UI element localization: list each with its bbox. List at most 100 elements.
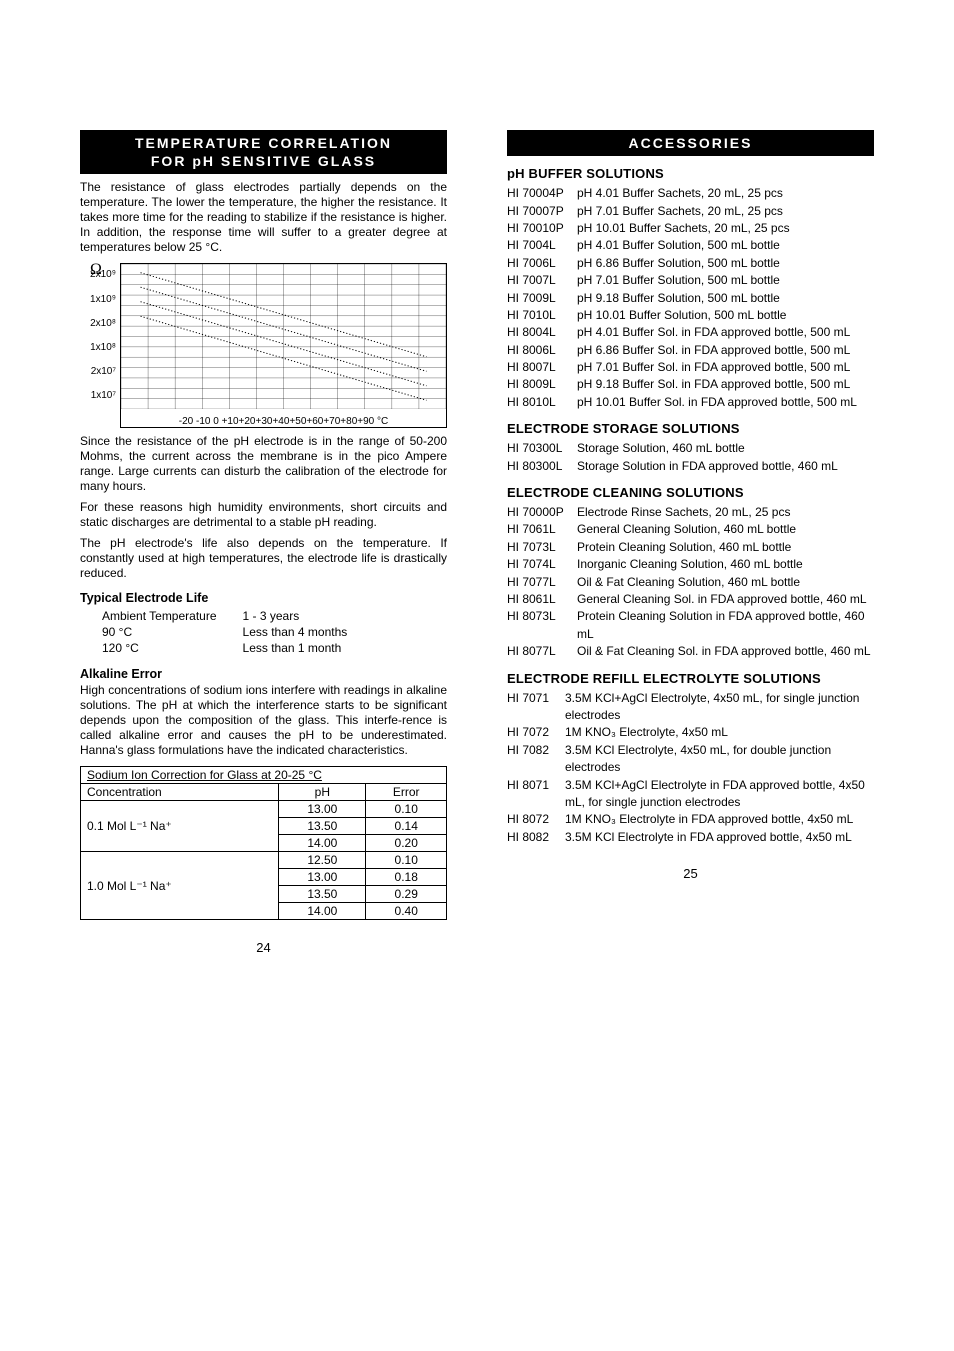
item-description: pH 10.01 Buffer Solution, 500 mL bottle — [577, 307, 874, 324]
storage-solutions-list: HI 70300LStorage Solution, 460 mL bottle… — [507, 440, 874, 475]
accessory-item: HI 7061LGeneral Cleaning Solution, 460 m… — [507, 521, 874, 538]
ion-col-concentration: Concentration — [81, 784, 279, 801]
item-code: HI 70004P — [507, 185, 577, 202]
resistance-chart-wrapper: Ω 2x10⁹ 1x10⁹ 2x10⁸ 1x10⁸ 2x10⁷ 1x10⁷ -2… — [120, 263, 447, 428]
refill-solutions-list: HI 70713.5M KCl+AgCl Electrolyte, 4x50 m… — [507, 690, 874, 847]
accessory-item: HI 70007PpH 7.01 Buffer Sachets, 20 mL, … — [507, 203, 874, 220]
item-description: pH 4.01 Buffer Sol. in FDA approved bott… — [577, 324, 874, 341]
item-description: Electrode Rinse Sachets, 20 mL, 25 pcs — [577, 504, 874, 521]
ion-table-title: Sodium Ion Correction for Glass at 20-25… — [81, 767, 447, 784]
accessory-item: HI 80823.5M KCl Electrolyte in FDA appro… — [507, 829, 874, 846]
accessory-item: HI 70823.5M KCl Electrolyte, 4x50 mL, fo… — [507, 742, 874, 777]
item-code: HI 7072 — [507, 724, 565, 741]
ion-header-row: Concentration pH Error — [81, 784, 447, 801]
item-description: pH 10.01 Buffer Sachets, 20 mL, 25 pcs — [577, 220, 874, 237]
item-description: 3.5M KCl+AgCl Electrolyte in FDA approve… — [565, 777, 874, 812]
right-page-number: 25 — [507, 866, 874, 881]
accessory-item: HI 80300LStorage Solution in FDA approve… — [507, 458, 874, 475]
item-description: Oil & Fat Cleaning Solution, 460 mL bott… — [577, 574, 874, 591]
accessory-item: HI 8010LpH 10.01 Buffer Sol. in FDA appr… — [507, 394, 874, 411]
item-code: HI 7077L — [507, 574, 577, 591]
life-val: Less than 4 months — [243, 625, 372, 639]
life-val: Less than 1 month — [243, 641, 372, 655]
item-code: HI 7010L — [507, 307, 577, 324]
life-row: Ambient Temperature 1 - 3 years — [102, 609, 371, 623]
accessory-item: HI 70713.5M KCl+AgCl Electrolyte, 4x50 m… — [507, 690, 874, 725]
item-description: 3.5M KCl Electrolyte, 4x50 mL, for doubl… — [565, 742, 874, 777]
buffer-solutions-heading: pH BUFFER SOLUTIONS — [507, 166, 874, 181]
alkaline-paragraph: High concentrations of sodium ions inter… — [80, 683, 447, 758]
item-description: pH 6.86 Buffer Sol. in FDA approved bott… — [577, 342, 874, 359]
item-description: pH 6.86 Buffer Solution, 500 mL bottle — [577, 255, 874, 272]
item-description: 1M KNO₃ Electrolyte, 4x50 mL — [565, 724, 874, 741]
ion-err: 0.29 — [366, 886, 447, 903]
ylabel: 1x10⁹ — [80, 295, 116, 305]
item-code: HI 8061L — [507, 591, 577, 608]
item-code: HI 7061L — [507, 521, 577, 538]
item-code: HI 8010L — [507, 394, 577, 411]
ion-correction-table: Sodium Ion Correction for Glass at 20-25… — [80, 766, 447, 920]
chart-plot-area — [121, 264, 446, 409]
item-description: pH 9.18 Buffer Solution, 500 mL bottle — [577, 290, 874, 307]
ylabel: 2x10⁸ — [80, 319, 116, 329]
item-description: Inorganic Cleaning Solution, 460 mL bott… — [577, 556, 874, 573]
item-description: General Cleaning Solution, 460 mL bottle — [577, 521, 874, 538]
accessory-item: HI 70004PpH 4.01 Buffer Sachets, 20 mL, … — [507, 185, 874, 202]
life-cond: 90 °C — [102, 625, 241, 639]
ion-err: 0.10 — [366, 852, 447, 869]
storage-solutions-heading: ELECTRODE STORAGE SOLUTIONS — [507, 421, 874, 436]
buffer-solutions-list: HI 70004PpH 4.01 Buffer Sachets, 20 mL, … — [507, 185, 874, 411]
item-description: pH 7.01 Buffer Sachets, 20 mL, 25 pcs — [577, 203, 874, 220]
accessory-item: HI 7006LpH 6.86 Buffer Solution, 500 mL … — [507, 255, 874, 272]
refill-solutions-heading: ELECTRODE REFILL ELECTROLYTE SOLUTIONS — [507, 671, 874, 686]
accessory-item: HI 7073LProtein Cleaning Solution, 460 m… — [507, 539, 874, 556]
accessory-item: HI 8009LpH 9.18 Buffer Sol. in FDA appro… — [507, 376, 874, 393]
item-code: HI 70007P — [507, 203, 577, 220]
ion-row: 1.0 Mol L⁻¹ Na⁺ 12.50 0.10 — [81, 852, 447, 869]
ion-err: 0.18 — [366, 869, 447, 886]
accessory-item: HI 8061LGeneral Cleaning Sol. in FDA app… — [507, 591, 874, 608]
ion-ph: 12.50 — [279, 852, 366, 869]
item-description: pH 7.01 Buffer Solution, 500 mL bottle — [577, 272, 874, 289]
item-code: HI 7004L — [507, 237, 577, 254]
life-cond: 120 °C — [102, 641, 241, 655]
item-description: 3.5M KCl+AgCl Electrolyte, 4x50 mL, for … — [565, 690, 874, 725]
typical-life-heading: Typical Electrode Life — [80, 591, 447, 605]
ion-ph: 14.00 — [279, 903, 366, 920]
accessory-item: HI 70721M KNO₃ Electrolyte, 4x50 mL — [507, 724, 874, 741]
accessories-header: ACCESSORIES — [507, 130, 874, 156]
item-code: HI 8007L — [507, 359, 577, 376]
item-code: HI 8004L — [507, 324, 577, 341]
ion-conc-1: 0.1 Mol L⁻¹ Na⁺ — [81, 801, 279, 852]
item-code: HI 7074L — [507, 556, 577, 573]
ion-ph: 14.00 — [279, 835, 366, 852]
accessory-item: HI 8006LpH 6.86 Buffer Sol. in FDA appro… — [507, 342, 874, 359]
ion-col-ph: pH — [279, 784, 366, 801]
ion-err: 0.40 — [366, 903, 447, 920]
paragraph-4: The pH electrode's life also depends on … — [80, 536, 447, 581]
item-code: HI 8071 — [507, 777, 565, 812]
accessory-item: HI 70000PElectrode Rinse Sachets, 20 mL,… — [507, 504, 874, 521]
header-line2: FOR pH SENSITIVE GLASS — [80, 152, 447, 170]
accessory-item: HI 7004LpH 4.01 Buffer Solution, 500 mL … — [507, 237, 874, 254]
ion-err: 0.10 — [366, 801, 447, 818]
intro-paragraph: The resistance of glass electrodes parti… — [80, 180, 447, 255]
life-row: 90 °C Less than 4 months — [102, 625, 371, 639]
electrode-life-table: Ambient Temperature 1 - 3 years 90 °C Le… — [100, 607, 373, 657]
item-code: HI 7009L — [507, 290, 577, 307]
item-code: HI 7007L — [507, 272, 577, 289]
resistance-chart: -20 -10 0 +10+20+30+40+50+60+70+80+90 °C — [120, 263, 447, 428]
accessory-item: HI 7010LpH 10.01 Buffer Solution, 500 mL… — [507, 307, 874, 324]
item-description: General Cleaning Sol. in FDA approved bo… — [577, 591, 874, 608]
ion-col-error: Error — [366, 784, 447, 801]
item-code: HI 7073L — [507, 539, 577, 556]
life-cond: Ambient Temperature — [102, 609, 241, 623]
accessory-item: HI 8004LpH 4.01 Buffer Sol. in FDA appro… — [507, 324, 874, 341]
item-description: pH 4.01 Buffer Sachets, 20 mL, 25 pcs — [577, 185, 874, 202]
ion-ph: 13.50 — [279, 886, 366, 903]
item-description: pH 4.01 Buffer Solution, 500 mL bottle — [577, 237, 874, 254]
accessory-item: HI 8007LpH 7.01 Buffer Sol. in FDA appro… — [507, 359, 874, 376]
accessory-item: HI 8073LProtein Cleaning Solution in FDA… — [507, 608, 874, 643]
accessory-item: HI 7007LpH 7.01 Buffer Solution, 500 mL … — [507, 272, 874, 289]
ylabel: 2x10⁷ — [80, 367, 116, 377]
